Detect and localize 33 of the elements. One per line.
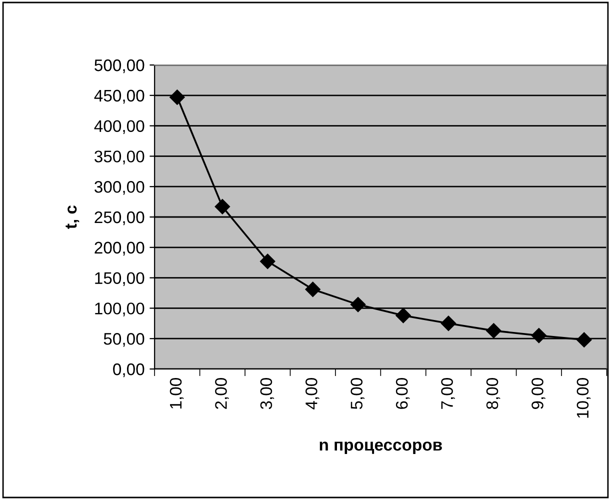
point — [305, 282, 320, 297]
point — [396, 308, 411, 324]
point — [486, 323, 502, 338]
x-tick-label: 8,00 — [486, 378, 500, 410]
y-tick-label: 350,00 — [94, 150, 144, 164]
x-tick-label: 3,00 — [260, 378, 274, 410]
x-axis-title: n процессоров — [320, 442, 442, 454]
x-tick-label: 9,00 — [532, 378, 546, 409]
y-tick-label: 300,00 — [94, 181, 144, 195]
x-tick-label: 5,00 — [350, 378, 364, 410]
x-tick-label: 6,00 — [396, 378, 410, 409]
y-tick-label: 400,00 — [94, 120, 144, 134]
point — [531, 328, 546, 344]
x-tick-label: 10,00 — [576, 378, 591, 418]
y-axis-title: t, c — [66, 205, 80, 229]
point — [576, 332, 592, 348]
y-tick-label: 500,00 — [94, 59, 144, 74]
point — [260, 254, 276, 269]
y-tick-label: 250,00 — [94, 211, 144, 226]
point — [350, 296, 366, 312]
y-tick-label: 450,00 — [94, 90, 144, 104]
x-tick-label: 7,00 — [441, 378, 455, 409]
point — [440, 316, 456, 331]
y-tick-label: 150,00 — [95, 272, 144, 286]
y-tick-label: 50,00 — [104, 333, 144, 347]
y-tick-label: 0,00 — [113, 363, 144, 378]
x-tick-label: 1,00 — [170, 378, 184, 408]
x-tick-label: 4,00 — [306, 378, 320, 410]
point — [214, 199, 230, 214]
point — [170, 90, 185, 105]
x-tick-label: 2,00 — [215, 378, 229, 409]
y-tick-label: 100,00 — [95, 302, 144, 316]
y-tick-label: 200,00 — [94, 242, 144, 256]
